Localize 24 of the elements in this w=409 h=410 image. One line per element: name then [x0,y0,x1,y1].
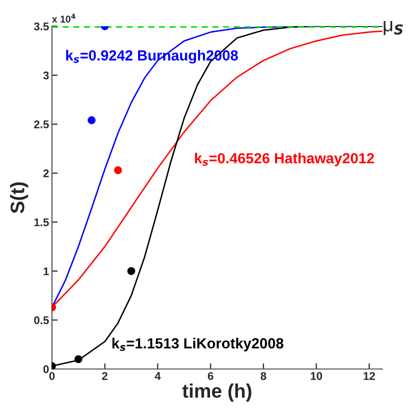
x-tick-label: 6 [208,372,214,380]
y-tick-label: 3.5 [34,22,49,30]
y-tick-label: 0.5 [34,316,49,324]
x-tick-label: 2 [102,372,108,380]
x-tick-label: 4 [154,372,161,380]
x-tick-label: 8 [260,372,266,380]
ref-line-label: μ$_{S}$ [384,20,403,35]
y-tick-label: 0 [43,365,49,374]
y-axis-title: S(t) [10,182,28,214]
text: x 10$^{4}$ [52,14,76,23]
point [74,355,82,364]
y-tick-label: 1 [44,267,49,276]
x-tick-label: 12 [364,372,375,380]
x-tick-label: 0 [49,372,55,380]
series-label: k$_{s}$=0.46526 Hathaway2012 [195,152,374,166]
y-tick-label: 2 [43,169,49,178]
point [127,267,136,276]
x-tick-label: 10 [310,372,322,380]
y-tick-label: 3 [43,71,49,80]
x-axis-title: time (h) [182,384,252,402]
y-tick-label: 2.5 [34,120,49,128]
y-tick-label: 1.5 [34,218,49,226]
point [88,116,96,124]
series-label: k$_{s}$=1.1513 LiKorotky2008 [112,338,284,352]
